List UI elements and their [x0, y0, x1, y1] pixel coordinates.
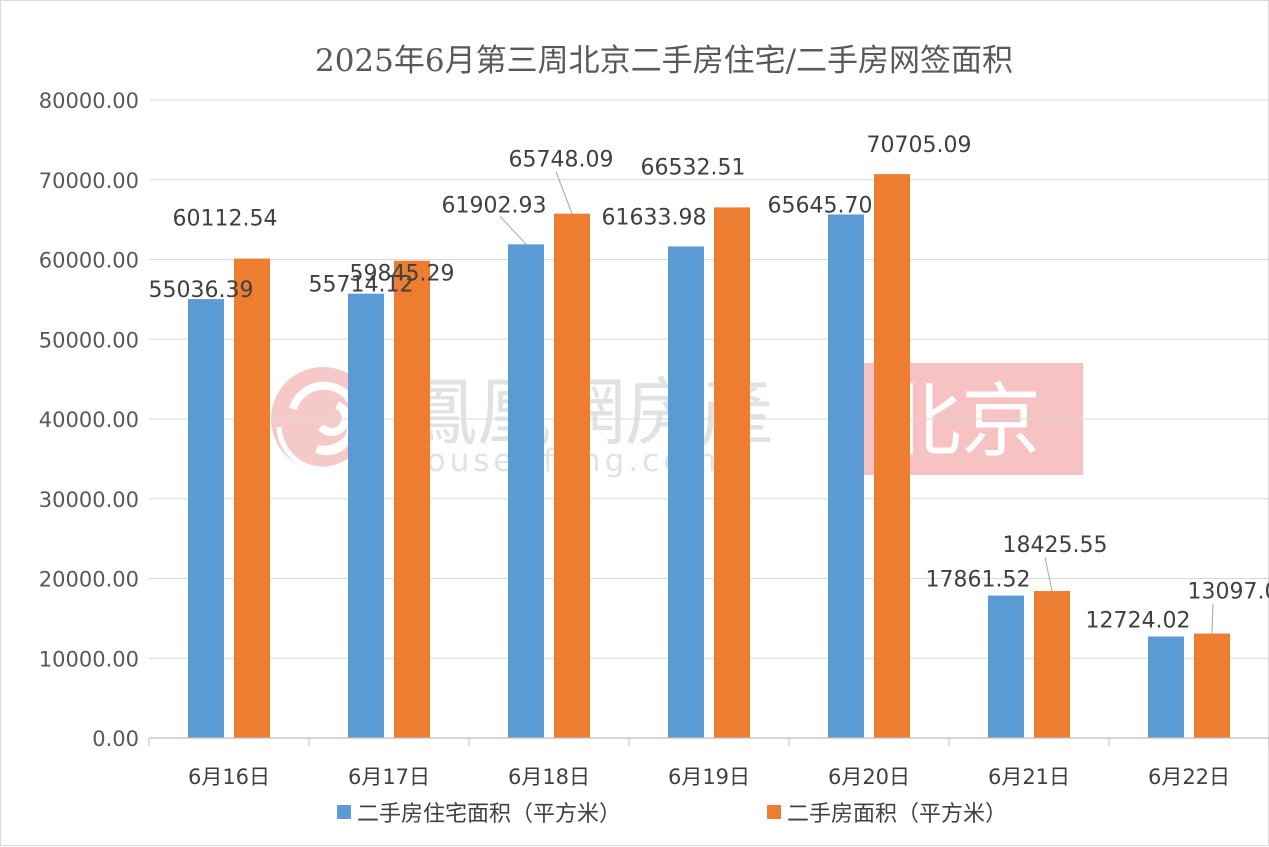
data-label-residential: 55714.12: [309, 273, 414, 298]
data-label-residential: 17861.52: [926, 568, 1031, 593]
data-label-total: 60112.54: [173, 207, 278, 232]
bar-residential: [508, 244, 544, 738]
data-label-leader: [499, 215, 527, 245]
bar-residential: [1148, 636, 1184, 738]
data-label-residential: 55036.39: [149, 278, 254, 303]
data-label-leader: [1211, 603, 1214, 634]
y-tick-label: 0.00: [92, 727, 139, 751]
bar-total: [1194, 633, 1230, 738]
x-tick-label: 6月17日: [348, 765, 430, 789]
bar-total: [874, 174, 910, 739]
legend-label-total: 二手房面积（平方米）: [787, 802, 1007, 827]
label-leader-lines: [499, 171, 1214, 634]
chart-title: 2025年6月第三周北京二手房住宅/二手房网签面积: [315, 43, 1013, 79]
x-tick-label: 6月21日: [988, 765, 1070, 789]
bar-residential: [348, 293, 384, 738]
x-tick-label: 6月22日: [1148, 765, 1230, 789]
bar-total: [1034, 591, 1070, 738]
data-label-total: 59845.29: [350, 262, 455, 287]
data-label-leader: [1044, 556, 1053, 592]
y-tick-label: 10000.00: [39, 647, 139, 671]
bar-residential: [828, 214, 864, 739]
data-label-residential: 65645.70: [768, 193, 873, 218]
x-tick-label: 6月16日: [188, 765, 270, 789]
legend-label-residential: 二手房住宅面积（平方米）: [357, 802, 621, 827]
data-label-residential: 12724.02: [1086, 609, 1191, 634]
bar-total: [394, 260, 430, 738]
y-tick-label: 30000.00: [39, 488, 139, 512]
data-label-total: 18425.55: [1003, 533, 1108, 558]
y-tick-label: 40000.00: [39, 408, 139, 432]
data-label-total: 66532.51: [641, 155, 746, 180]
bar-residential: [668, 246, 704, 739]
bars: [188, 174, 1230, 739]
y-tick-label: 60000.00: [39, 249, 139, 273]
data-label-total: 13097.04: [1188, 580, 1269, 605]
data-labels: 55036.39 55714.12 61902.93 61633.98 65645.70…: [149, 133, 1269, 633]
data-label-total: 70705.09: [867, 133, 972, 158]
x-tick-label: 6月18日: [508, 765, 590, 789]
legend-swatch-total: [767, 805, 781, 819]
x-tick-label: 6月20日: [828, 765, 910, 789]
y-tick-label: 70000.00: [39, 169, 139, 193]
legend-swatch-residential: [337, 805, 351, 819]
y-tick-label: 50000.00: [39, 328, 139, 352]
bar-total: [714, 207, 750, 739]
bar-residential: [188, 299, 224, 738]
data-label-residential: 61633.98: [602, 205, 707, 230]
bar-residential: [988, 595, 1024, 738]
legend: 二手房住宅面积（平方米） 二手房面积（平方米）: [337, 802, 1007, 827]
data-label-residential: 61902.93: [442, 193, 547, 218]
y-tick-label: 80000.00: [39, 89, 139, 113]
y-axis: 0.00 10000.00 20000.00 30000.00 40000.00 5000…: [39, 89, 139, 751]
bar-total: [554, 213, 590, 738]
x-tick-label: 6月19日: [668, 765, 750, 789]
bar-total: [234, 258, 270, 738]
y-tick-label: 20000.00: [39, 568, 139, 592]
data-label-leader: [555, 171, 573, 214]
gridlines: [149, 99, 1269, 659]
data-label-total: 65748.09: [509, 148, 614, 173]
x-axis: 6月16日 6月17日 6月18日 6月19日 6月20日 6月21日 6月22日: [148, 737, 1269, 789]
